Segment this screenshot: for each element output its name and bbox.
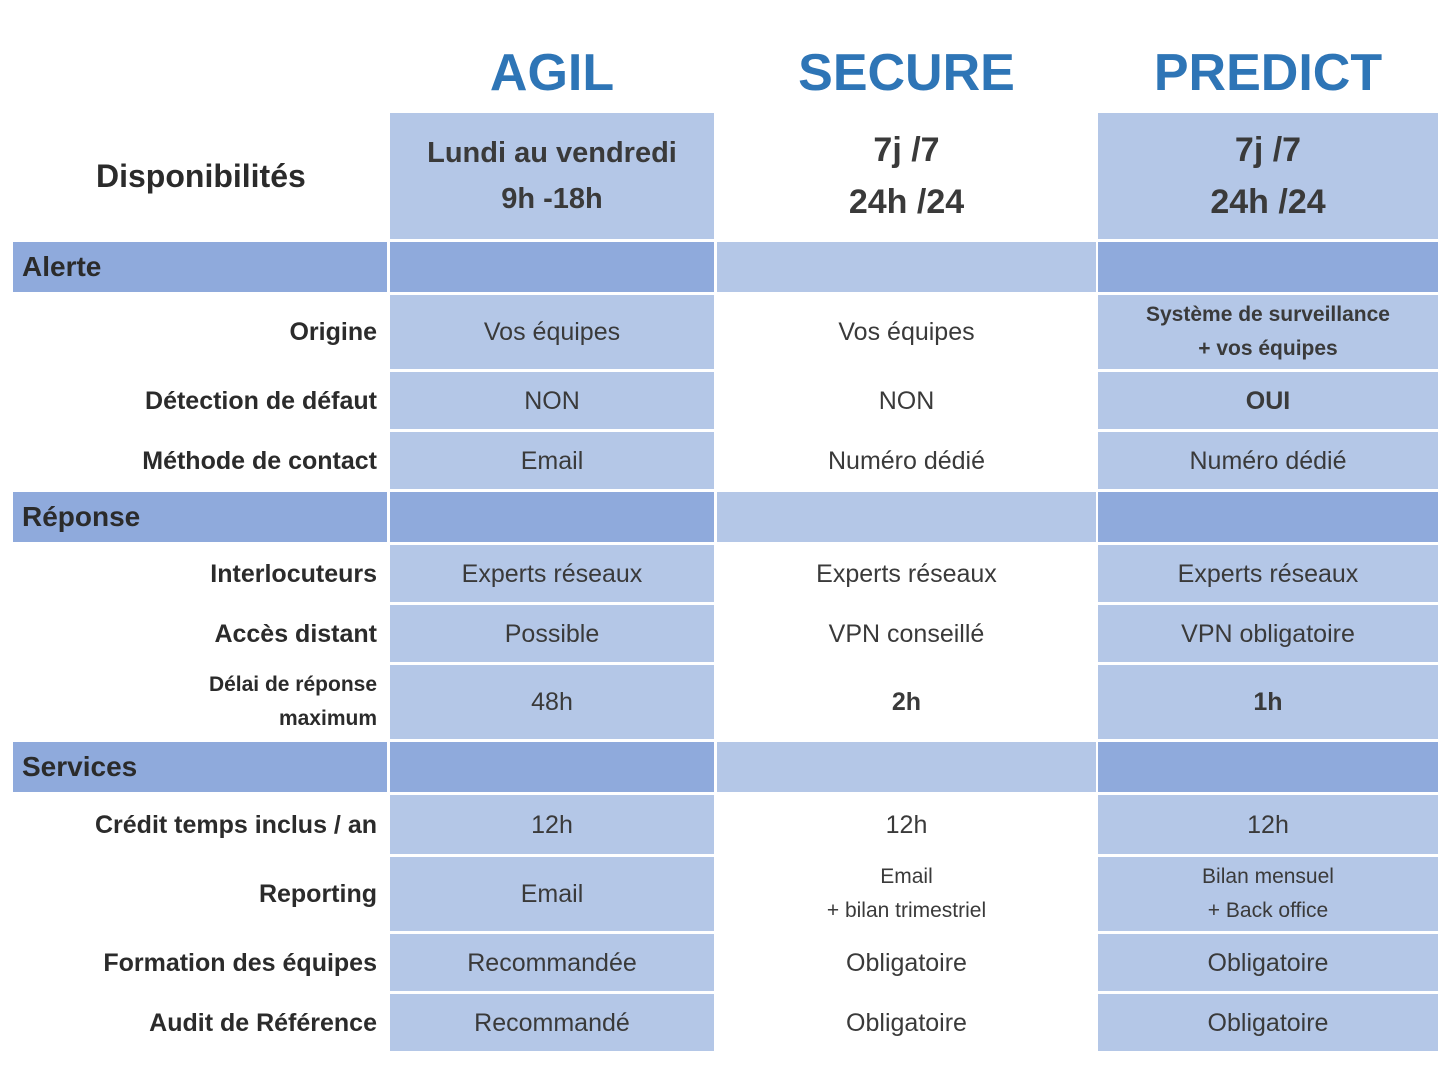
delai-predict: 1h	[1098, 665, 1438, 739]
origine-predict: Système de surveillance + vos équipes	[1098, 295, 1438, 369]
acces-secure: VPN conseillé	[717, 605, 1096, 662]
row-label-delai: Délai de réponse maximum	[208, 673, 377, 730]
formation-secure: Obligatoire	[717, 934, 1096, 991]
section-reponse-agil	[390, 492, 714, 542]
acces-agil: Possible	[390, 605, 714, 662]
delai-secure: 2h	[717, 665, 1096, 739]
section-services-predict	[1098, 742, 1438, 792]
row-label-reporting: Reporting	[258, 880, 377, 908]
contact-secure: Numéro dédié	[717, 432, 1096, 489]
section-alerte: Alerte	[13, 242, 387, 292]
row-label-interlocuteurs: Interlocuteurs	[210, 559, 377, 588]
reporting-agil: Email	[390, 857, 714, 931]
section-reponse-predict	[1098, 492, 1438, 542]
row-label-acces: Accès distant	[214, 619, 377, 648]
section-alerte-agil	[390, 242, 714, 292]
section-reponse-secure	[717, 492, 1096, 542]
detection-predict: OUI	[1098, 372, 1438, 429]
plan-title-secure: SECURE	[798, 44, 1015, 102]
acces-predict: VPN obligatoire	[1098, 605, 1438, 662]
detection-secure: NON	[717, 372, 1096, 429]
row-label-formation: Formation des équipes	[103, 948, 377, 977]
formation-agil: Recommandée	[390, 934, 714, 991]
audit-predict: Obligatoire	[1098, 994, 1438, 1051]
reporting-secure: Email + bilan trimestriel	[717, 857, 1096, 931]
row-label-credit: Crédit temps inclus / an	[94, 810, 377, 839]
row-label-origine: Origine	[289, 318, 377, 346]
plan-title-agil: AGIL	[489, 44, 615, 102]
credit-agil: 12h	[390, 795, 714, 854]
section-services: Services	[13, 742, 387, 792]
contact-predict: Numéro dédié	[1098, 432, 1438, 489]
row-label-audit: Audit de Référence	[149, 1008, 377, 1037]
reporting-predict: Bilan mensuel + Back office	[1098, 857, 1438, 931]
availability-agil: Lundi au vendredi 9h -18h	[390, 113, 714, 239]
section-alerte-secure	[717, 242, 1096, 292]
row-label-detection: Détection de défaut	[145, 386, 377, 415]
availability-label: Disponibilités	[96, 158, 306, 194]
delai-agil: 48h	[390, 665, 714, 739]
row-label-contact: Méthode de contact	[142, 446, 377, 475]
formation-predict: Obligatoire	[1098, 934, 1438, 991]
plan-title-predict: PREDICT	[1153, 44, 1383, 102]
interlocuteurs-predict: Experts réseaux	[1098, 545, 1438, 602]
origine-secure: Vos équipes	[717, 295, 1096, 369]
credit-predict: 12h	[1098, 795, 1438, 854]
availability-secure: 7j /7 24h /24	[717, 113, 1096, 239]
contact-agil: Email	[390, 432, 714, 489]
audit-secure: Obligatoire	[717, 994, 1096, 1051]
detection-agil: NON	[390, 372, 714, 429]
origine-agil: Vos équipes	[390, 295, 714, 369]
availability-predict: 7j /7 24h /24	[1098, 113, 1438, 239]
section-services-agil	[390, 742, 714, 792]
section-services-secure	[717, 742, 1096, 792]
credit-secure: 12h	[717, 795, 1096, 854]
interlocuteurs-secure: Experts réseaux	[717, 545, 1096, 602]
section-alerte-predict	[1098, 242, 1438, 292]
audit-agil: Recommandé	[390, 994, 714, 1051]
interlocuteurs-agil: Experts réseaux	[390, 545, 714, 602]
section-reponse: Réponse	[13, 492, 387, 542]
